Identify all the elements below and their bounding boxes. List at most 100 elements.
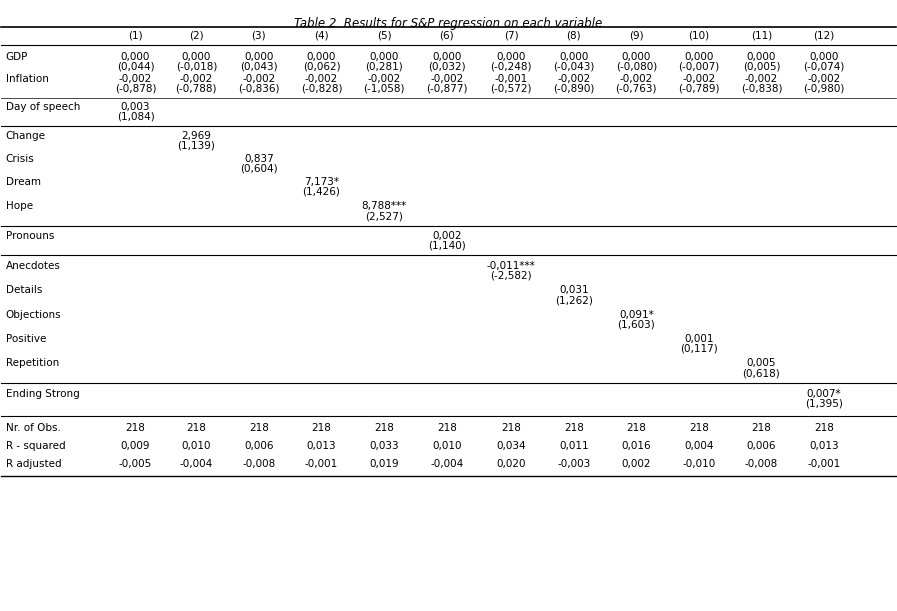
Text: (-0,018): (-0,018)	[176, 62, 217, 71]
Text: 0,000: 0,000	[432, 52, 461, 62]
Text: 0,011: 0,011	[559, 441, 588, 451]
Text: 0,010: 0,010	[432, 441, 461, 451]
Text: 0,000: 0,000	[370, 52, 399, 62]
Text: (-0,074): (-0,074)	[804, 62, 845, 71]
Text: -0,002: -0,002	[745, 74, 778, 84]
Text: -0,002: -0,002	[119, 74, 152, 84]
Text: (0,117): (0,117)	[680, 343, 718, 354]
Text: 0,000: 0,000	[559, 52, 588, 62]
Text: (-1,058): (-1,058)	[363, 83, 405, 93]
Text: 0,004: 0,004	[684, 441, 714, 451]
Text: 0,020: 0,020	[496, 459, 526, 469]
Text: (0,618): (0,618)	[743, 368, 780, 378]
Text: (-0,828): (-0,828)	[300, 83, 343, 93]
Text: 218: 218	[814, 423, 834, 433]
Text: (1): (1)	[128, 31, 143, 40]
Text: 0,000: 0,000	[747, 52, 776, 62]
Text: (0,062): (0,062)	[302, 62, 340, 71]
Text: 0,019: 0,019	[370, 459, 399, 469]
Text: (0,281): (0,281)	[365, 62, 403, 71]
Text: (-0,980): (-0,980)	[804, 83, 845, 93]
Text: Pronouns: Pronouns	[6, 230, 54, 241]
Text: Table 2  Results for S&P regression on each variable: Table 2 Results for S&P regression on ea…	[294, 16, 603, 29]
Text: 7,173*: 7,173*	[304, 177, 339, 187]
Text: 0,013: 0,013	[809, 441, 839, 451]
Text: 218: 218	[501, 423, 521, 433]
Text: -0,002: -0,002	[557, 74, 590, 84]
Text: -0,002: -0,002	[620, 74, 653, 84]
Text: 218: 218	[563, 423, 584, 433]
Text: (5): (5)	[377, 31, 391, 40]
Text: 0,010: 0,010	[181, 441, 211, 451]
Text: (2,527): (2,527)	[365, 211, 403, 221]
Text: (-0,007): (-0,007)	[678, 62, 719, 71]
Text: -0,004: -0,004	[430, 459, 464, 469]
Text: 0,000: 0,000	[684, 52, 714, 62]
Text: (-0,836): (-0,836)	[239, 83, 280, 93]
Text: -0,010: -0,010	[683, 459, 716, 469]
Text: R - squared: R - squared	[6, 441, 65, 451]
Text: 0,000: 0,000	[496, 52, 526, 62]
Text: (-0,248): (-0,248)	[491, 62, 532, 71]
Text: -0,002: -0,002	[683, 74, 716, 84]
Text: 218: 218	[311, 423, 332, 433]
Text: 0,034: 0,034	[496, 441, 526, 451]
Text: -0,001: -0,001	[305, 459, 338, 469]
Text: 218: 218	[626, 423, 646, 433]
Text: (2): (2)	[189, 31, 204, 40]
Text: Inflation: Inflation	[6, 74, 48, 84]
Text: -0,002: -0,002	[368, 74, 401, 84]
Text: Details: Details	[6, 285, 42, 295]
Text: 0,006: 0,006	[746, 441, 776, 451]
Text: (-0,080): (-0,080)	[615, 62, 657, 71]
Text: 0,013: 0,013	[307, 441, 336, 451]
Text: -0,002: -0,002	[179, 74, 213, 84]
Text: 218: 218	[437, 423, 457, 433]
Text: (12): (12)	[814, 31, 835, 40]
Text: Change: Change	[6, 131, 46, 141]
Text: (1,262): (1,262)	[554, 295, 593, 305]
Text: (-0,877): (-0,877)	[426, 83, 467, 93]
Text: Repetition: Repetition	[6, 358, 59, 368]
Text: (-0,043): (-0,043)	[553, 62, 595, 71]
Text: (7): (7)	[504, 31, 518, 40]
Text: (9): (9)	[629, 31, 644, 40]
Text: 0,033: 0,033	[370, 441, 399, 451]
Text: 8,788***: 8,788***	[361, 202, 406, 211]
Text: 0,000: 0,000	[622, 52, 651, 62]
Text: (0,032): (0,032)	[428, 62, 466, 71]
Text: (11): (11)	[751, 31, 772, 40]
Text: (1,139): (1,139)	[178, 141, 215, 150]
Text: 0,001: 0,001	[684, 334, 714, 344]
Text: Crisis: Crisis	[6, 154, 35, 164]
Text: Ending Strong: Ending Strong	[6, 389, 80, 399]
Text: Objections: Objections	[6, 310, 62, 320]
Text: 0,009: 0,009	[121, 441, 151, 451]
Text: 0,000: 0,000	[121, 52, 150, 62]
Text: (1,084): (1,084)	[117, 111, 154, 122]
Text: (-0,878): (-0,878)	[115, 83, 156, 93]
Text: 0,000: 0,000	[181, 52, 211, 62]
Text: 0,002: 0,002	[432, 230, 461, 241]
Text: 0,837: 0,837	[244, 154, 274, 164]
Text: 0,003: 0,003	[121, 101, 151, 112]
Text: 0,005: 0,005	[746, 358, 776, 368]
Text: R adjusted: R adjusted	[6, 459, 62, 469]
Text: 0,007*: 0,007*	[806, 389, 841, 399]
Text: (1,140): (1,140)	[428, 240, 466, 251]
Text: 2,969: 2,969	[181, 131, 212, 141]
Text: 0,000: 0,000	[307, 52, 336, 62]
Text: Anecdotes: Anecdotes	[6, 261, 61, 271]
Text: -0,001: -0,001	[807, 459, 840, 469]
Text: 0,031: 0,031	[559, 285, 588, 295]
Text: 218: 218	[689, 423, 709, 433]
Text: Hope: Hope	[6, 202, 33, 211]
Text: (3): (3)	[252, 31, 266, 40]
Text: 218: 218	[374, 423, 394, 433]
Text: Positive: Positive	[6, 334, 47, 344]
Text: (1,426): (1,426)	[302, 187, 341, 197]
Text: -0,003: -0,003	[557, 459, 590, 469]
Text: 0,000: 0,000	[244, 52, 274, 62]
Text: 218: 218	[126, 423, 145, 433]
Text: -0,005: -0,005	[119, 459, 152, 469]
